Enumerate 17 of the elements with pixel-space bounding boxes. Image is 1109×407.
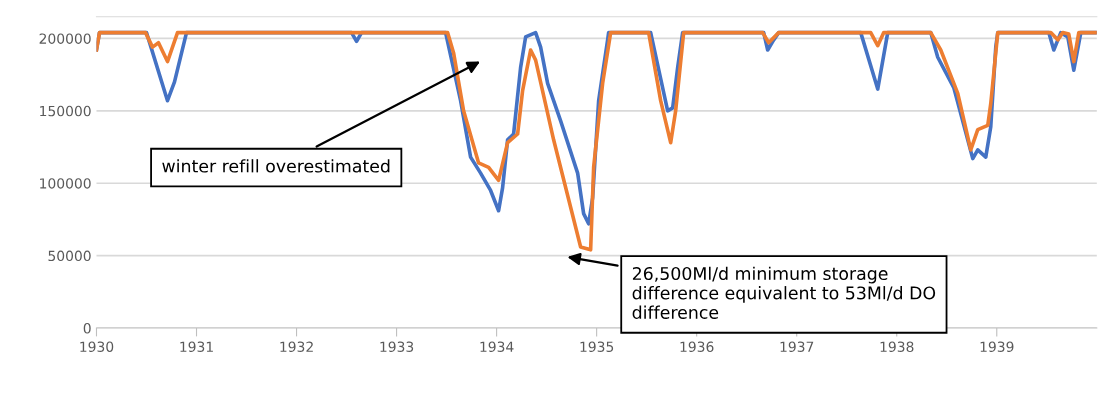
y-tick-label: 150000 xyxy=(40,105,91,117)
x-tick-label: 1934 xyxy=(480,341,514,352)
annotation: winter refill overestimated xyxy=(162,159,390,173)
x-tick-label: 1932 xyxy=(280,341,313,352)
x-tick-label: 1936 xyxy=(680,341,714,352)
x-tick-label: 1937 xyxy=(780,341,814,352)
x-tick-label: 1933 xyxy=(380,341,414,352)
y-tick-label: 50000 xyxy=(48,250,91,262)
y-tick-label: 200000 xyxy=(39,33,91,44)
y-tick-label: 100000 xyxy=(40,178,91,189)
x-tick-label: 1938 xyxy=(880,341,914,352)
y-tick-label: 0 xyxy=(83,323,91,334)
annotation: 26,500Ml/d minimum storage difference equivalent to 53Ml/d DO difference xyxy=(632,266,936,319)
x-tick-label: 1939 xyxy=(980,341,1014,352)
x-tick-label: 1931 xyxy=(180,341,213,352)
x-tick-label: 1930 xyxy=(80,341,114,352)
x-tick-label: 1935 xyxy=(580,341,614,352)
